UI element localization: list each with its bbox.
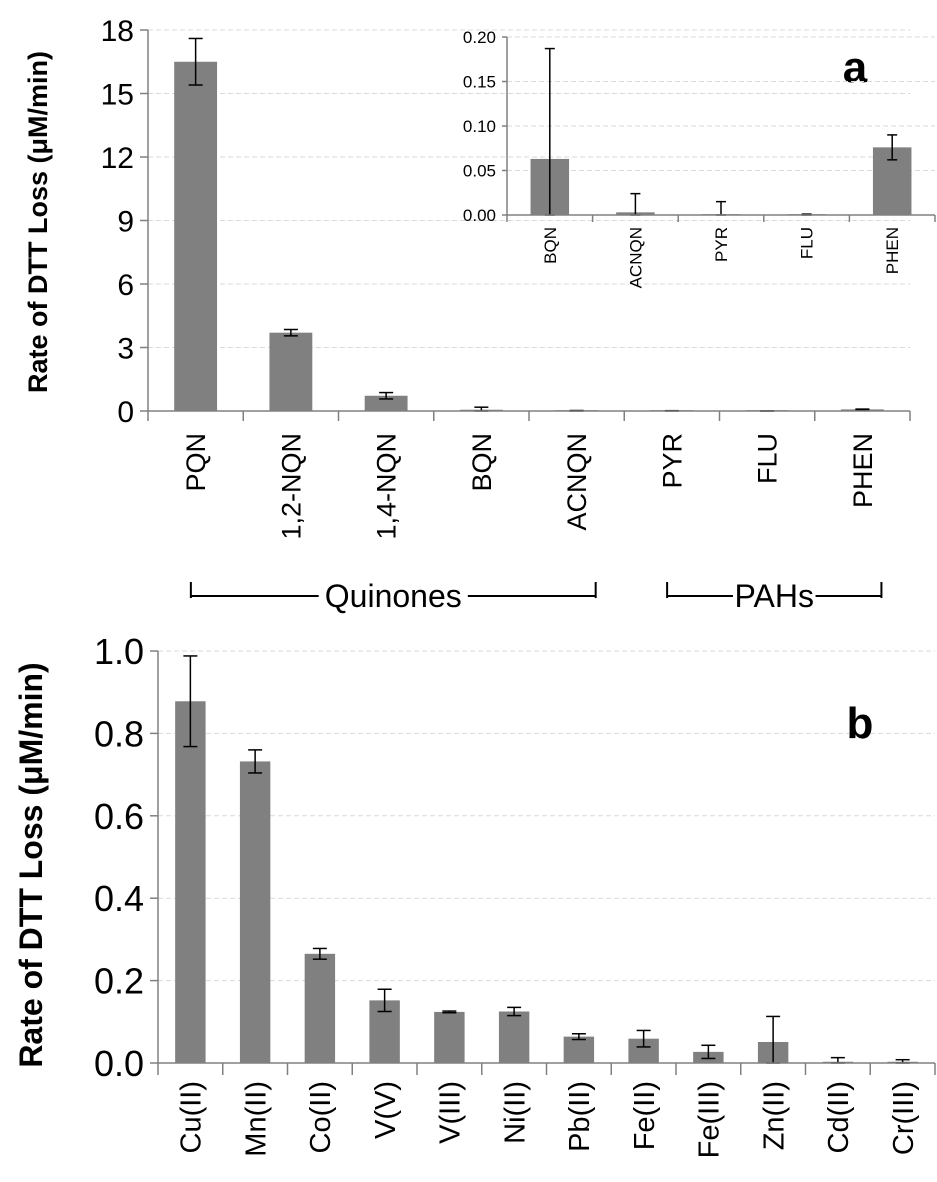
inset-y-tick-labels: 0.00 0.05 0.10 0.15 0.20 [463,28,496,225]
chart-a-x-tick-label-1-2-nqn: 1,2-NQN [276,433,306,540]
chart-a-bar-1-4-nqn [364,395,408,411]
chart-a-bar-1-2-nqn [269,332,313,411]
chart-a-x-tick-label-pqn: PQN [181,433,211,492]
chart-b-x-tick-label-mn-ii: Mn(II) [240,1081,272,1157]
chart-b-x-tick-label-fe-iii: Fe(III) [694,1081,726,1158]
chart-b-y-tick-label: 0.6 [94,796,144,837]
chart-a-y-tick-label: 9 [117,205,134,238]
chart-a-group-brackets: Quinones PAHs [189,578,883,614]
chart-b-x-tick-label-fe-ii: Fe(II) [629,1081,661,1150]
chart-b-y-tick-label: 0.8 [94,713,144,754]
chart-b-x-tick-label-cr-iii: Cr(III) [888,1081,920,1155]
inset-y-tick-label: 0.05 [463,162,496,181]
chart-a-y-axis-label: Rate of DTT Loss (μM/min) [23,51,53,393]
chart-b-x-tick-label-cu-ii: Cu(II) [176,1081,208,1154]
chart-b-y-tick-label: 0.0 [94,1043,144,1084]
chart-a-y-tick-label: 0 [117,396,134,429]
chart-a-bar-pqn [174,61,218,411]
chart-b-y-tick-label: 0.4 [94,878,144,919]
chart-b-x-tick-label-pb-ii: Pb(II) [564,1081,596,1152]
inset-axes [502,36,936,222]
chart-a-y-tick-label: 3 [117,332,134,365]
group-label-quinones: Quinones [325,578,462,614]
group-label-pahs: PAHs [735,578,814,614]
chart-b-panel-label: b [847,699,874,748]
chart-b-y-tick-label: 0.2 [94,961,144,1002]
inset-x-tick-label-pyr: PYR [712,227,731,262]
chart-a-gridlines [148,29,910,348]
chart-a-y-tick-labels: 0 3 6 9 12 15 18 [101,15,134,429]
inset-x-tick-label-bqn: BQN [541,227,560,264]
chart-b-x-tick-label-ni-ii: Ni(II) [499,1081,531,1144]
chart-a-y-tick-label: 15 [101,78,134,111]
chart-b-bars [175,655,918,1064]
chart-b-gridlines [158,650,935,982]
chart-b-x-tick-label-zn-ii: Zn(II) [758,1081,790,1150]
chart-b: 0.0 0.2 0.4 0.6 0.8 1.0 Cu(II) Mn(II) Co(II) V(V… [13,631,936,1158]
chart-a-axes [140,29,911,421]
chart-a-bars [174,37,884,412]
chart-b-y-axis-label: Rate of DTT Loss (μM/min) [13,662,49,1067]
inset-y-tick-label: 0.15 [463,73,496,92]
chart-a-y-tick-label: 6 [117,269,134,302]
inset-y-tick-label: 0.00 [463,206,496,225]
chart-a-x-tick-labels: PQN 1,2-NQN 1,4-NQN BQN ACNQN PYR FLU PHEN [181,433,878,540]
inset-x-tick-label-acnqn: ACNQN [626,227,645,288]
chart-b-bar-co-ii [304,953,336,1063]
chart-a: 0 3 6 9 12 15 18 PQN 1,2-NQN 1,4-NQN BQN ACNQN PYR F… [23,15,936,614]
chart-a-inset: 0.00 0.05 0.10 0.15 0.20 BQN ACNQN PYR FLU PHEN [463,28,936,288]
chart-a-x-tick-label-phen: PHEN [848,433,878,508]
chart-a-y-tick-label: 12 [101,142,134,175]
chart-a-x-tick-label-1-4-nqn: 1,4-NQN [372,433,402,540]
chart-a-panel-label: a [843,43,868,92]
chart-b-x-tick-label-v-iii: V(III) [435,1081,467,1144]
chart-b-bar-pb-ii [563,1036,595,1063]
chart-b-bar-cu-ii [175,701,206,1063]
chart-a-x-tick-label-acnqn: ACNQN [562,433,592,531]
chart-a-x-tick-label-bqn: BQN [467,433,497,492]
chart-b-x-tick-labels: Cu(II) Mn(II) Co(II) V(V) V(III) Ni(II) Pb(II)… [176,1081,920,1158]
inset-y-tick-label: 0.20 [463,28,496,47]
chart-a-x-tick-label-pyr: PYR [657,433,687,489]
inset-y-tick-label: 0.10 [463,117,496,136]
inset-x-tick-labels: BQN ACNQN PYR FLU PHEN [541,227,902,288]
inset-x-tick-label-phen: PHEN [883,227,902,274]
chart-b-y-tick-labels: 0.0 0.2 0.4 0.6 0.8 1.0 [94,631,144,1084]
chart-b-bar-ni-ii [498,1011,530,1063]
chart-b-x-tick-label-cd-ii: Cd(II) [823,1081,855,1154]
chart-b-bar-v-iii [434,1011,465,1063]
chart-a-y-tick-label: 18 [101,15,134,48]
chart-b-x-tick-label-v-v: V(V) [370,1081,402,1139]
chart-b-axes [150,650,936,1075]
inset-gridlines [507,36,935,171]
inset-x-tick-label-flu: FLU [798,227,817,259]
chart-b-y-tick-label: 1.0 [94,631,144,672]
chart-b-x-tick-label-co-ii: Co(II) [305,1081,337,1154]
chart-a-x-tick-label-flu: FLU [753,433,783,484]
chart-b-bar-mn-ii [239,761,271,1063]
